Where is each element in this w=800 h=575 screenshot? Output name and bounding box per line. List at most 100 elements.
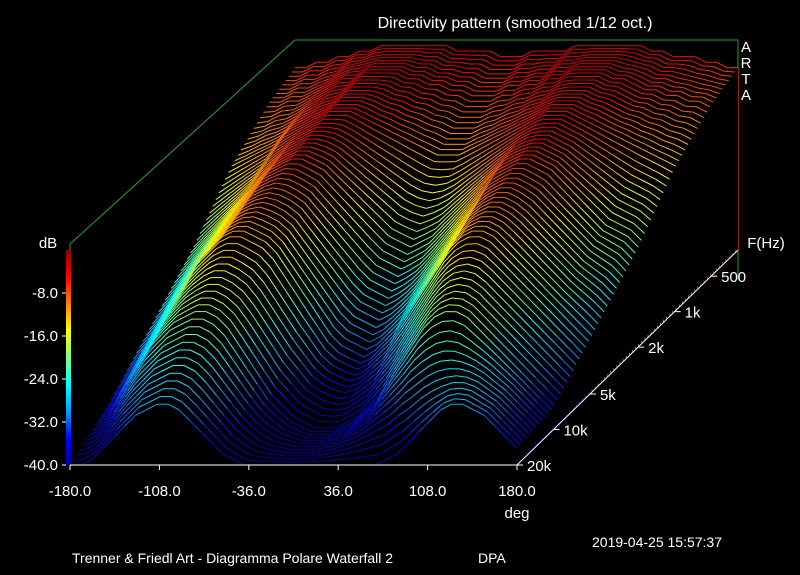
slice-segment (523, 138, 535, 143)
slice-segment (323, 99, 335, 103)
slice-segment (295, 99, 307, 106)
slice-segment (560, 157, 573, 169)
slice-segment (286, 87, 298, 94)
slice-segment (380, 285, 392, 292)
slice-segment (480, 164, 492, 175)
slice-segment (292, 339, 305, 355)
slice-segment (600, 92, 612, 96)
slice-segment (573, 141, 585, 151)
slice-segment (460, 333, 473, 343)
slice-segment (291, 224, 304, 241)
slice-segment (145, 332, 157, 350)
slice-segment (471, 156, 483, 165)
slice-segment (244, 409, 256, 423)
slice-segment (501, 252, 513, 265)
slice-segment (414, 286, 426, 304)
slice-segment (432, 138, 444, 145)
slice-segment (133, 391, 146, 404)
slice-segment (333, 426, 345, 433)
slice-segment (379, 414, 392, 423)
slice-segment (136, 383, 149, 396)
slice-segment (535, 195, 548, 208)
slice-segment (431, 320, 443, 328)
slice-segment (421, 48, 433, 50)
slice-segment (347, 382, 359, 388)
slice-segment (295, 219, 307, 235)
slice-segment (636, 116, 649, 123)
slice-segment (76, 452, 88, 456)
slice-segment (702, 96, 714, 103)
slice-segment (575, 244, 588, 257)
slice-segment (362, 136, 375, 145)
slice-segment (447, 215, 459, 228)
slice-segment (388, 292, 400, 299)
slice-segment (348, 186, 360, 198)
slice-segment (528, 102, 540, 106)
slice-segment (163, 308, 176, 322)
slice-segment (277, 129, 290, 141)
slice-segment (281, 148, 294, 155)
slice-segment (165, 357, 177, 364)
slice-segment (358, 404, 370, 417)
slice-segment (356, 417, 368, 427)
slice-segment (578, 116, 590, 123)
slice-segment (471, 202, 484, 212)
slice-segment (233, 394, 246, 411)
slice-segment (433, 250, 445, 266)
slice-segment (378, 161, 390, 171)
slice-segment (240, 170, 252, 179)
slice-segment (306, 415, 319, 422)
slice-segment (564, 292, 577, 303)
slice-segment (126, 359, 139, 371)
slice-segment (420, 259, 433, 275)
slice-segment (520, 100, 533, 108)
y-tick-label: 500 (721, 269, 746, 286)
slice-segment (237, 243, 249, 250)
slice-segment (215, 191, 227, 201)
slice-segment (312, 221, 324, 236)
slice-segment (572, 307, 585, 319)
slice-segment (435, 340, 448, 344)
y-tick-label: 5k (600, 387, 616, 404)
slice-segment (470, 311, 482, 323)
slice-segment (352, 283, 365, 295)
slice-segment (322, 150, 334, 158)
slice-segment (204, 224, 216, 237)
slice-segment (550, 348, 563, 360)
slice-segment (440, 241, 453, 257)
slice-segment (329, 72, 342, 80)
slice-segment (216, 316, 229, 329)
slice-segment (717, 78, 729, 82)
slice-segment (512, 63, 524, 70)
slice-segment (202, 389, 214, 404)
slice-segment (268, 127, 281, 132)
slice-segment (99, 418, 112, 431)
slice-segment (526, 163, 538, 170)
slice-segment (261, 125, 273, 132)
slice-segment (599, 175, 611, 186)
slice-segment (654, 112, 666, 116)
slice-segment (658, 85, 671, 92)
slice-segment (277, 291, 290, 309)
slice-segment (359, 386, 372, 396)
slice-segment (508, 386, 521, 399)
slice-segment (373, 201, 385, 212)
slice-segment (366, 372, 378, 382)
slice-segment (231, 434, 244, 444)
slice-segment (187, 271, 199, 284)
slice-segment (151, 333, 163, 346)
slice-segment (408, 60, 420, 65)
slice-segment (473, 211, 485, 218)
slice-segment (454, 290, 466, 294)
slice-segment (584, 109, 596, 115)
slice-segment (438, 127, 451, 134)
slice-segment (504, 369, 516, 381)
slice-segment (154, 314, 167, 332)
slice-segment (412, 212, 424, 217)
slice-segment (462, 403, 474, 411)
slice-segment (560, 330, 572, 343)
slice-segment (529, 264, 541, 276)
slice-segment (261, 165, 274, 177)
slice-segment (423, 108, 435, 116)
slice-segment (462, 202, 475, 216)
